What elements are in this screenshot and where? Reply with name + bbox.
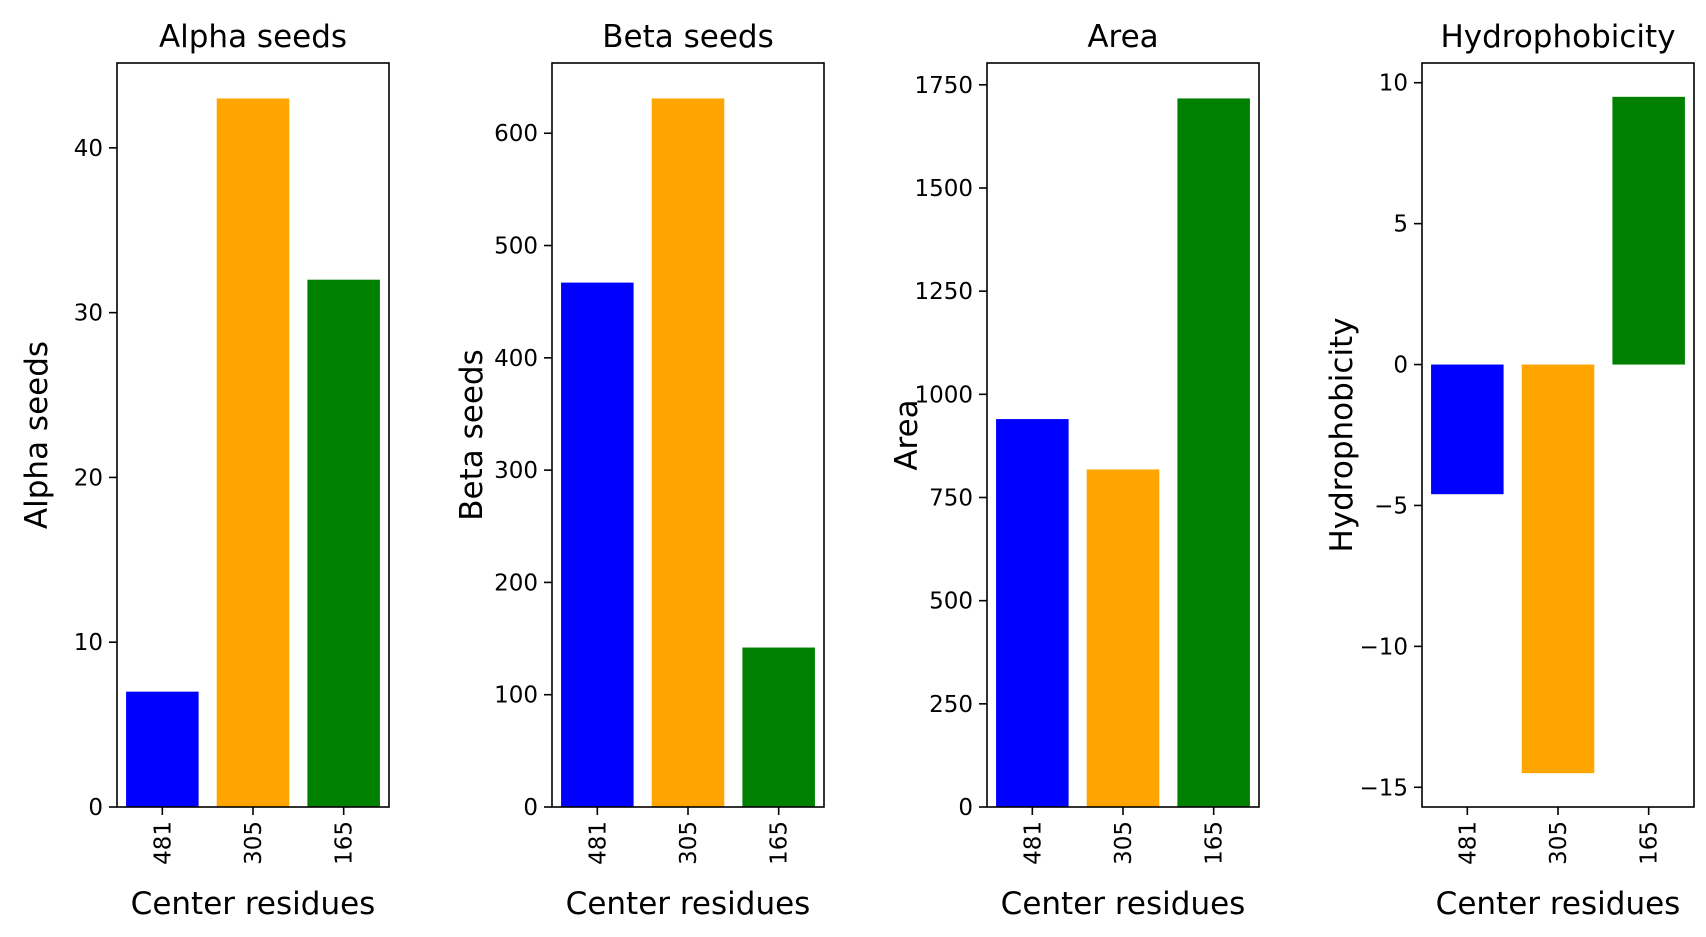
y-tick-label: 10 [1379, 71, 1408, 97]
subplot-title: Beta seeds [602, 19, 773, 55]
x-axis-label: Center residues [566, 886, 811, 922]
bar-165 [742, 647, 815, 807]
y-tick-label: 20 [74, 465, 103, 491]
y-tick-label: 250 [929, 692, 973, 718]
y-axis-label: Hydrophobicity [1324, 317, 1360, 552]
x-tick-label: 305 [676, 821, 702, 865]
bar-165 [1612, 96, 1685, 365]
x-axis-label: Center residues [131, 886, 376, 922]
bar-481 [1431, 364, 1504, 495]
y-axis-label: Area [889, 399, 925, 470]
bar-305 [651, 98, 725, 807]
y-tick-label: 0 [958, 795, 973, 821]
bar-305 [1521, 364, 1595, 774]
bar-481 [126, 691, 199, 807]
subplot-3: 0 250 500 750 1000 1250 1500 1750 481 305 165 Area C… [889, 19, 1260, 922]
y-tick-label: −5 [1374, 493, 1408, 519]
subplot-title: Alpha seeds [159, 19, 347, 55]
x-tick-label: 481 [150, 821, 176, 865]
x-tick-label: 481 [1020, 821, 1046, 865]
y-tick-label: 0 [523, 795, 538, 821]
bar-305 [1086, 469, 1160, 807]
y-tick-label: 1500 [914, 176, 973, 202]
bar-165 [1177, 98, 1250, 807]
y-tick-label: 100 [494, 683, 538, 709]
y-tick-label: 10 [74, 630, 103, 656]
x-tick-label: 165 [332, 821, 358, 865]
x-tick-label: 165 [1202, 821, 1228, 865]
bar-165 [307, 279, 380, 807]
x-tick-label: 165 [1637, 821, 1663, 865]
y-axis-label: Alpha seeds [19, 341, 55, 529]
bar-481 [561, 282, 634, 808]
subplot-1: 0 10 20 30 40 481 305 165 Alpha seeds Center resi… [19, 19, 390, 922]
x-tick-label: 305 [241, 821, 267, 865]
y-tick-label: 0 [88, 795, 103, 821]
x-tick-label: 481 [585, 821, 611, 865]
y-tick-label: 1000 [914, 382, 973, 408]
subplot-4: −15 −10 −5 0 5 10 481 305 165 Hydrophobicity Cente… [1324, 19, 1695, 922]
x-tick-label: 305 [1546, 821, 1572, 865]
y-tick-label: 1250 [914, 279, 973, 305]
y-tick-label: 1750 [914, 73, 973, 99]
y-axis-label: Beta seeds [454, 349, 490, 520]
bar-481 [996, 419, 1069, 807]
y-tick-label: 500 [494, 234, 538, 260]
y-tick-label: 0 [1393, 353, 1408, 379]
x-axis-label: Center residues [1001, 886, 1246, 922]
subplot-2: 0 100 200 300 400 500 600 481 305 165 Beta seeds Ce… [454, 19, 825, 922]
y-tick-label: −10 [1359, 634, 1408, 660]
bar-305 [216, 98, 290, 807]
y-tick-label: 400 [494, 346, 538, 372]
y-tick-label: 750 [929, 485, 973, 511]
y-tick-label: 600 [494, 121, 538, 147]
x-tick-label: 305 [1111, 821, 1137, 865]
y-tick-label: −15 [1359, 775, 1408, 801]
x-tick-label: 165 [767, 821, 793, 865]
y-tick-label: 500 [929, 589, 973, 615]
x-tick-label: 481 [1455, 821, 1481, 865]
subplot-title: Hydrophobicity [1440, 19, 1675, 55]
y-tick-label: 5 [1393, 212, 1408, 238]
y-tick-label: 200 [494, 570, 538, 596]
subplot-title: Area [1087, 19, 1158, 55]
y-tick-label: 40 [74, 136, 103, 162]
y-tick-label: 300 [494, 458, 538, 484]
x-axis-label: Center residues [1436, 886, 1681, 922]
y-tick-label: 30 [74, 301, 103, 327]
